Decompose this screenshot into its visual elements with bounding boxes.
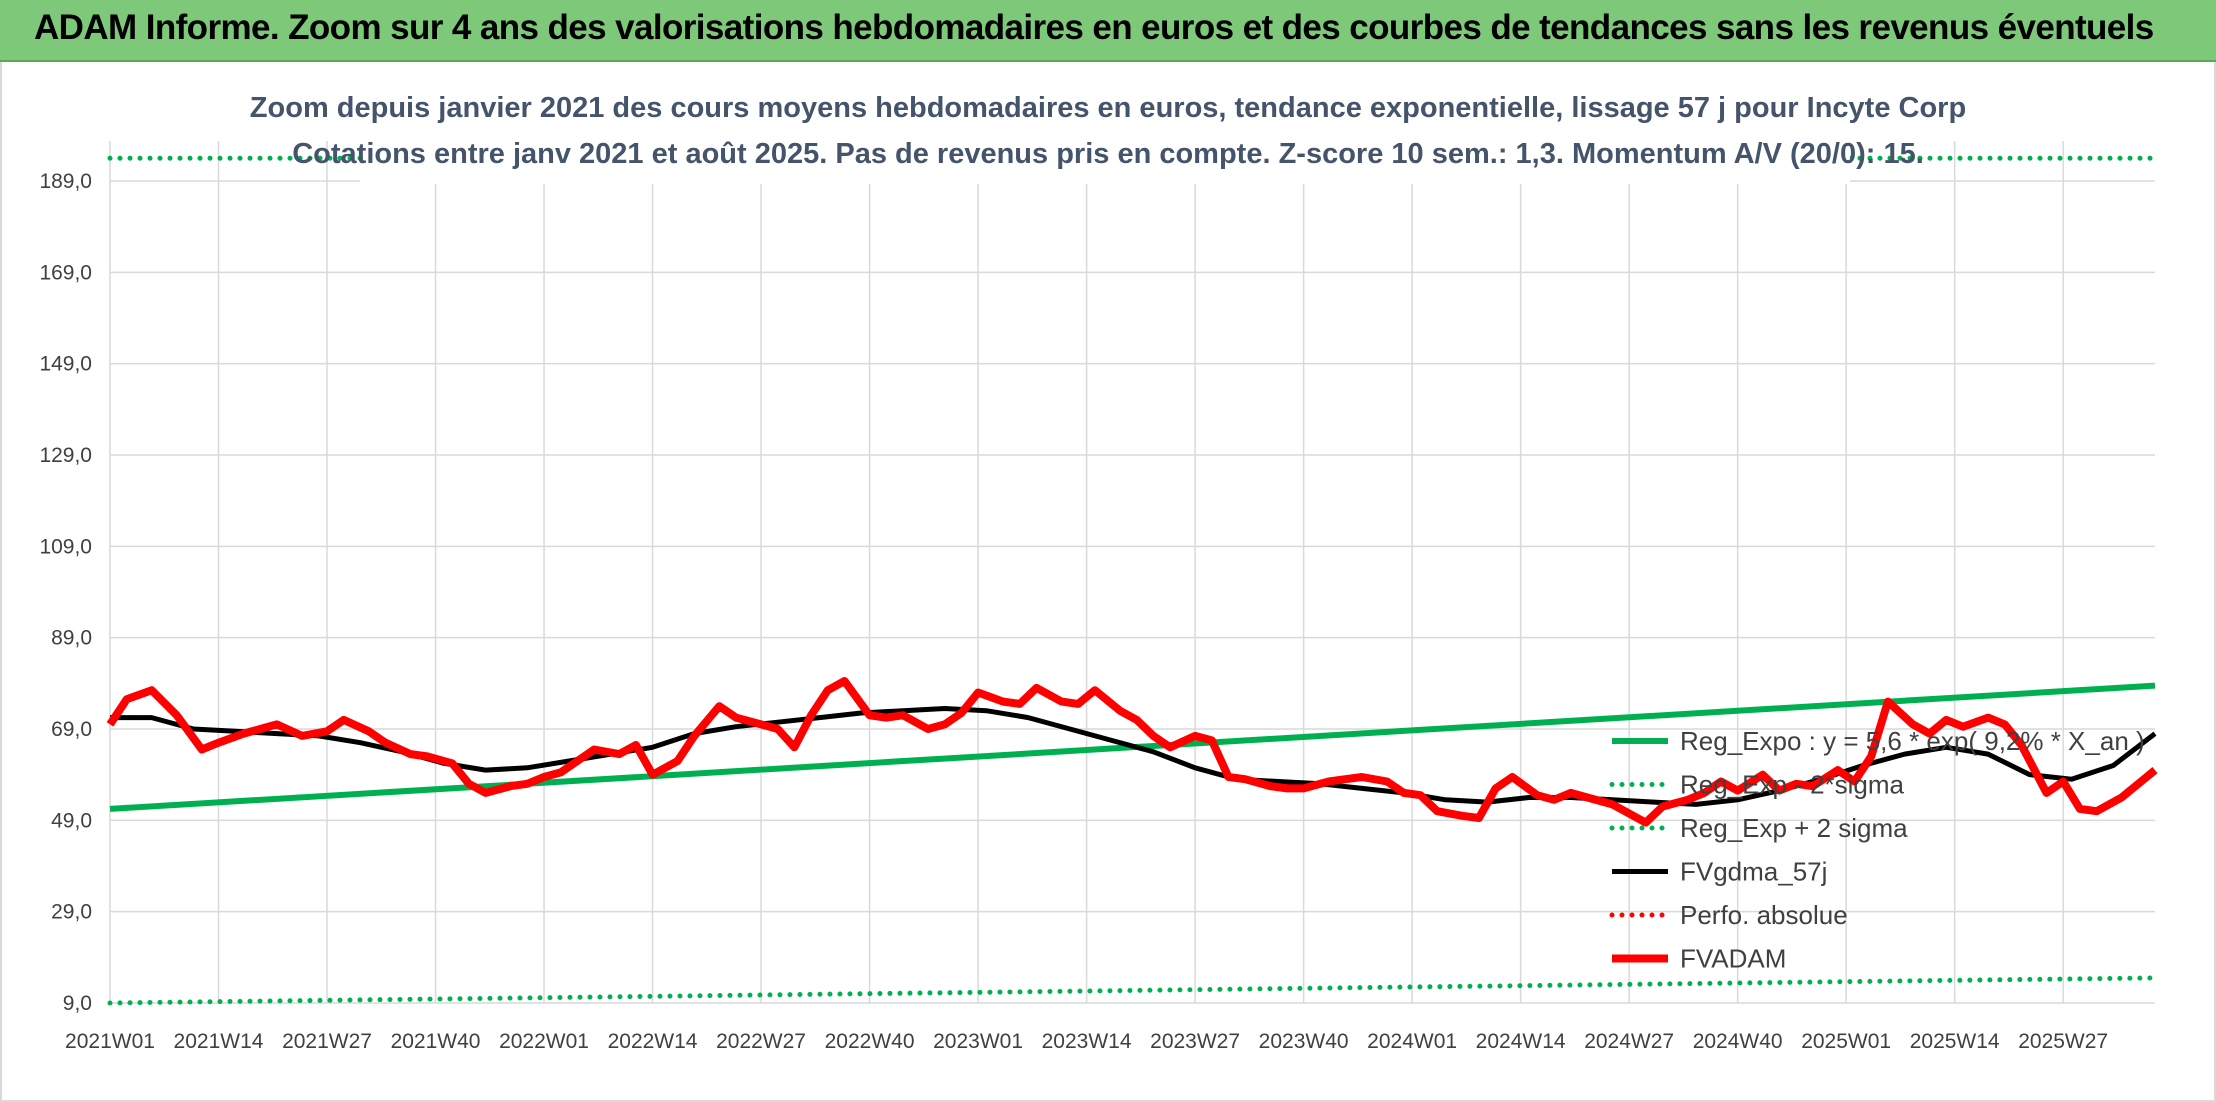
- x-tick-label: 2024W40: [1693, 1030, 1783, 1053]
- x-tick-label: 2022W14: [608, 1030, 698, 1053]
- x-tick-label: 2025W14: [1910, 1030, 2000, 1053]
- x-tick-label: 2024W14: [1476, 1030, 1566, 1053]
- title-banner: ADAM Informe. Zoom sur 4 ans des valoris…: [0, 0, 2216, 62]
- legend-label: Reg_Exp - 2*sigma: [1680, 770, 1905, 800]
- y-tick-label: 89,0: [51, 627, 92, 650]
- title-backdrop: [360, 84, 1850, 184]
- x-tick-label: 2021W01: [65, 1030, 155, 1053]
- legend-label: FVADAM: [1680, 944, 1786, 974]
- x-tick-label: 2025W01: [1801, 1030, 1891, 1053]
- y-tick-label: 69,0: [51, 718, 92, 741]
- legend-label: FVgdma_57j: [1680, 857, 1827, 887]
- y-tick-label: 49,0: [51, 809, 92, 832]
- legend-label: Perfo. absolue: [1680, 900, 1848, 930]
- y-tick-label: 9,0: [63, 992, 92, 1015]
- legend-label: Reg_Exp + 2 sigma: [1680, 813, 1908, 843]
- x-axis-ticks: 2021W01 2021W14 2021W27 2021W40 2022W01 2022W…: [65, 1030, 2108, 1053]
- x-tick-label: 2023W40: [1259, 1030, 1349, 1053]
- x-tick-label: 2021W40: [391, 1030, 481, 1053]
- x-tick-label: 2023W01: [933, 1030, 1023, 1053]
- grid: [109, 141, 2155, 1004]
- legend-label: Reg_Expo : y = 5,6 * exp( 9,2% * X_an ): [1680, 726, 2145, 756]
- series-line: [106, 677, 2158, 827]
- banner-title: ADAM Informe. Zoom sur 4 ans des valoris…: [34, 8, 2154, 47]
- y-tick-label: 149,0: [39, 353, 92, 376]
- x-tick-label: 2022W27: [716, 1030, 806, 1053]
- x-tick-label: 2023W27: [1150, 1030, 1240, 1053]
- y-axis-ticks: 189,0 169,0 149,0 129,0 109,0 89,0 69,0 49,0 29,…: [39, 170, 92, 1015]
- chart-title-line2: Cotations entre janv 2021 et août 2025. …: [292, 138, 1924, 170]
- chart-title-line1: Zoom depuis janvier 2021 des cours moyen…: [250, 92, 1966, 124]
- series-line: [107, 975, 2158, 1006]
- x-tick-label: 2023W14: [1042, 1030, 1132, 1053]
- x-tick-label: 2025W27: [2018, 1030, 2108, 1053]
- series-lines: [106, 84, 2158, 1006]
- y-tick-label: 29,0: [51, 901, 92, 924]
- x-tick-label: 2021W27: [282, 1030, 372, 1053]
- y-tick-label: 189,0: [39, 170, 92, 193]
- y-tick-label: 169,0: [39, 261, 92, 284]
- y-tick-label: 129,0: [39, 444, 92, 467]
- legend: Reg_Expo : y = 5,6 * exp( 9,2% * X_an ) R…: [1609, 726, 2145, 974]
- x-tick-label: 2024W27: [1584, 1030, 1674, 1053]
- x-tick-label: 2022W01: [499, 1030, 589, 1053]
- y-tick-label: 109,0: [39, 535, 92, 558]
- x-tick-label: 2024W01: [1367, 1030, 1457, 1053]
- x-tick-label: 2022W40: [825, 1030, 915, 1053]
- x-tick-label: 2021W14: [174, 1030, 264, 1053]
